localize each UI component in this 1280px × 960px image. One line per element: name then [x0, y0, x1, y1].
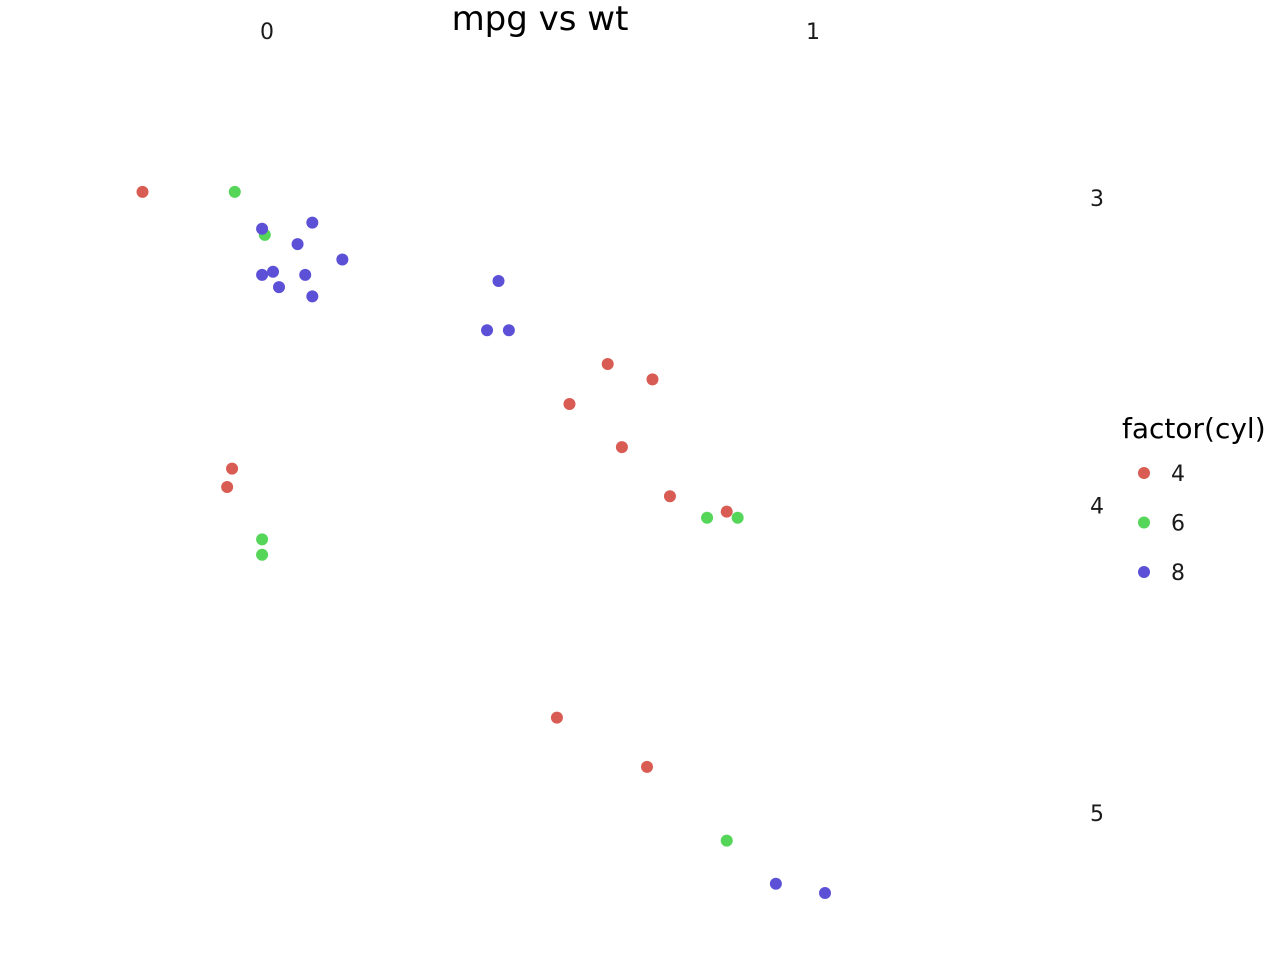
- data-point: [646, 373, 659, 386]
- legend: factor(cyl) 4 6 8: [1122, 412, 1266, 586]
- data-point: [563, 398, 576, 411]
- data-point: [136, 185, 149, 198]
- data-point: [481, 324, 494, 337]
- data-point: [256, 222, 269, 235]
- legend-key: [1138, 516, 1150, 529]
- data-point: [701, 511, 714, 524]
- legend-title: factor(cyl): [1122, 412, 1266, 445]
- data-point: [720, 505, 733, 518]
- data-point: [256, 268, 269, 281]
- data-point: [731, 511, 744, 524]
- data-point: [273, 281, 286, 294]
- legend-label: 8: [1171, 561, 1185, 586]
- data-point: [720, 834, 733, 847]
- x-tick-label: 0: [260, 20, 274, 45]
- data-point: [615, 441, 628, 454]
- data-point: [663, 490, 676, 503]
- legend-key: [1138, 467, 1150, 479]
- data-point: [256, 548, 269, 561]
- data-point: [601, 358, 614, 371]
- legend-key: [1138, 566, 1150, 578]
- data-point: [641, 760, 654, 773]
- data-point: [291, 238, 304, 251]
- data-point: [492, 275, 505, 288]
- x-tick-label: 1: [806, 20, 820, 45]
- data-point: [256, 533, 269, 546]
- data-point: [228, 185, 241, 198]
- y-tick-label: 3: [1090, 187, 1104, 212]
- legend-label: 6: [1171, 512, 1185, 537]
- data-point: [819, 886, 832, 899]
- data-point: [336, 253, 349, 266]
- data-point: [226, 462, 239, 475]
- y-axis-ticks: 3 4 5: [1090, 187, 1104, 827]
- data-point: [306, 290, 319, 303]
- data-point: [550, 711, 563, 724]
- y-tick-label: 5: [1090, 802, 1104, 827]
- legend-label: 4: [1171, 462, 1185, 487]
- data-point: [299, 268, 312, 281]
- chart-title: mpg vs wt: [452, 0, 629, 39]
- data-point: [306, 216, 319, 229]
- data-point: [221, 481, 234, 494]
- data-point: [267, 265, 280, 278]
- data-point: [502, 324, 515, 337]
- data-points: [136, 185, 832, 899]
- data-point: [769, 877, 782, 890]
- y-tick-label: 4: [1090, 495, 1104, 520]
